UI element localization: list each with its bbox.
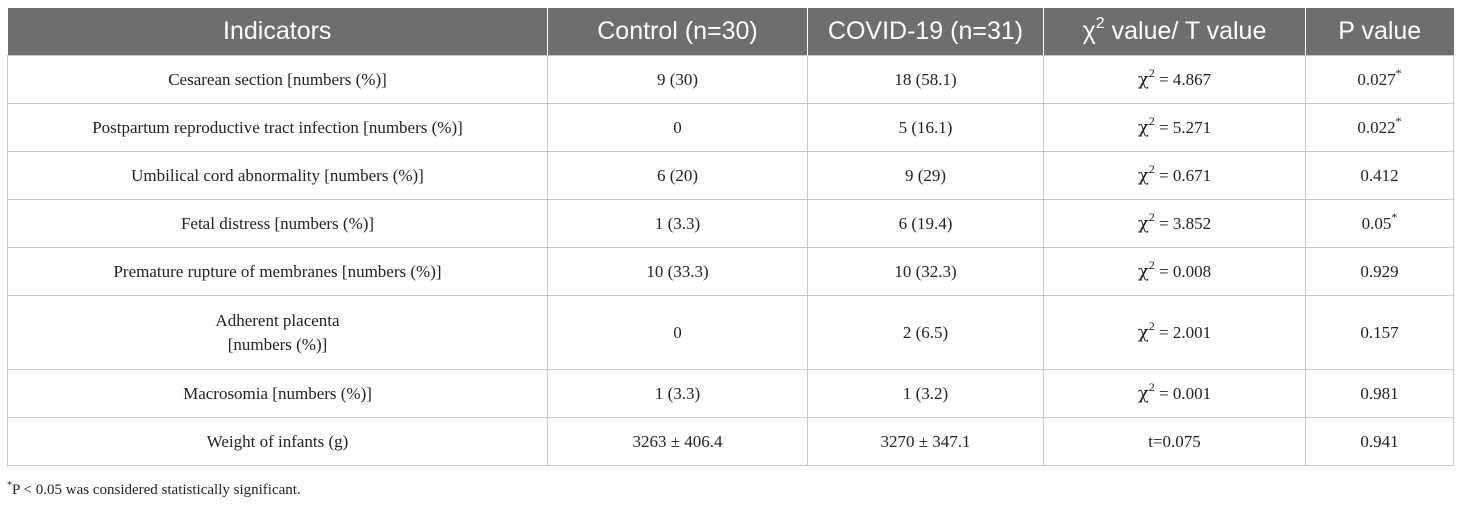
control-cell: 0: [547, 103, 808, 152]
chi-symbol: χ: [1137, 164, 1149, 186]
stat-cell: χ2 = 4.867: [1043, 55, 1306, 104]
covid-cell: 5 (16.1): [807, 103, 1044, 152]
indicator-cell: Umbilical cord abnormality [numbers (%)]: [7, 151, 548, 200]
stat-value: = 0.001: [1154, 383, 1212, 403]
indicator-cell: Postpartum reproductive tract infection …: [7, 103, 548, 152]
covid-cell: 9 (29): [807, 151, 1044, 200]
control-cell: 1 (3.3): [547, 199, 808, 248]
chi-symbol: χ: [1137, 321, 1149, 343]
p-cell: 0.412: [1305, 151, 1454, 200]
control-cell: 10 (33.3): [547, 247, 808, 296]
header-indicators: Indicators: [7, 8, 548, 56]
indicator-cell: Fetal distress [numbers (%)]: [7, 199, 548, 248]
header-stat-value: χ2 value/ T value: [1043, 8, 1306, 56]
stat-cell: χ2 = 2.001: [1043, 295, 1306, 370]
stat-cell: χ2 = 0.001: [1043, 369, 1306, 418]
covid-cell: 1 (3.2): [807, 369, 1044, 418]
p-cell: 0.981: [1305, 369, 1454, 418]
p-value: 0.022: [1357, 117, 1396, 137]
table-footnote: *P < 0.05 was considered statistically s…: [7, 480, 301, 499]
p-cell: 0.05*: [1305, 199, 1454, 248]
footnote-mark: *: [7, 480, 12, 491]
chi-sup: 2: [1148, 379, 1155, 394]
chi-symbol: χ: [1137, 116, 1149, 138]
p-cell: 0.941: [1305, 417, 1454, 466]
stat-cell: χ2 = 5.271: [1043, 103, 1306, 152]
stat-value: = 2.001: [1154, 322, 1212, 342]
control-cell: 9 (30): [547, 55, 808, 104]
results-table: Indicators Control (n=30) COVID-19 (n=31…: [7, 8, 1454, 466]
stat-value: = 4.867: [1154, 69, 1212, 89]
chi-symbol: χ: [1137, 382, 1149, 404]
chi-sup: 2: [1148, 318, 1155, 333]
control-cell: 0: [547, 295, 808, 370]
covid-cell: 6 (19.4): [807, 199, 1044, 248]
p-cell: 0.027*: [1305, 55, 1454, 104]
table-row: Cesarean section [numbers (%)] 9 (30) 18…: [7, 55, 1454, 104]
p-value: 0.05: [1361, 213, 1392, 233]
p-significance-mark: *: [1395, 113, 1402, 128]
table-row: Umbilical cord abnormality [numbers (%)]…: [7, 151, 1454, 200]
covid-cell: 3270 ± 347.1: [807, 417, 1044, 466]
stat-value: = 0.008: [1154, 261, 1212, 281]
header-chi-symbol: χ: [1082, 17, 1096, 45]
covid-cell: 10 (32.3): [807, 247, 1044, 296]
p-value: 0.929: [1360, 261, 1399, 281]
stat-cell: χ2 = 0.008: [1043, 247, 1306, 296]
footnote-text: P < 0.05 was considered statistically si…: [12, 482, 301, 498]
indicator-line-2: [numbers (%)]: [227, 334, 328, 354]
stat-cell: t=0.075: [1043, 417, 1306, 466]
table-row: Premature rupture of membranes [numbers …: [7, 247, 1454, 296]
indicator-cell: Cesarean section [numbers (%)]: [7, 55, 548, 104]
stat-value: = 5.271: [1154, 117, 1212, 137]
chi-symbol: χ: [1137, 260, 1149, 282]
indicator-line-1: Adherent placenta: [215, 310, 340, 330]
p-value: 0.412: [1360, 165, 1399, 185]
chi-sup: 2: [1148, 161, 1155, 176]
header-covid: COVID-19 (n=31): [807, 8, 1044, 56]
p-cell: 0.157: [1305, 295, 1454, 370]
p-significance-mark: *: [1391, 209, 1398, 224]
table-row: Postpartum reproductive tract infection …: [7, 103, 1454, 152]
covid-cell: 2 (6.5): [807, 295, 1044, 370]
chi-sup: 2: [1148, 209, 1155, 224]
chi-symbol: χ: [1137, 68, 1149, 90]
chi-sup: 2: [1148, 113, 1155, 128]
stat-value: = 0.671: [1154, 165, 1212, 185]
table-row: Macrosomia [numbers (%)] 1 (3.3) 1 (3.2)…: [7, 369, 1454, 418]
p-value: 0.027: [1357, 69, 1396, 89]
chi-sup: 2: [1148, 65, 1155, 80]
table-row: Fetal distress [numbers (%)] 1 (3.3) 6 (…: [7, 199, 1454, 248]
indicator-cell: Weight of infants (g): [7, 417, 548, 466]
stat-cell: χ2 = 0.671: [1043, 151, 1306, 200]
control-cell: 6 (20): [547, 151, 808, 200]
table-row: Weight of infants (g) 3263 ± 406.4 3270 …: [7, 417, 1454, 466]
p-significance-mark: *: [1395, 65, 1402, 80]
table-header-row: Indicators Control (n=30) COVID-19 (n=31…: [7, 8, 1454, 56]
chi-sup: 2: [1148, 257, 1155, 272]
p-value: 0.941: [1360, 431, 1399, 451]
indicator-cell: Macrosomia [numbers (%)]: [7, 369, 548, 418]
p-cell: 0.022*: [1305, 103, 1454, 152]
stat-cell: χ2 = 3.852: [1043, 199, 1306, 248]
chi-symbol: χ: [1137, 212, 1149, 234]
covid-cell: 18 (58.1): [807, 55, 1044, 104]
stat-value: = 3.852: [1154, 213, 1212, 233]
control-cell: 3263 ± 406.4: [547, 417, 808, 466]
header-p-value: P value: [1305, 8, 1454, 56]
p-value: 0.157: [1360, 322, 1399, 342]
indicator-cell: Adherent placenta [numbers (%)]: [7, 295, 548, 370]
header-control: Control (n=30): [547, 8, 808, 56]
control-cell: 1 (3.3): [547, 369, 808, 418]
p-cell: 0.929: [1305, 247, 1454, 296]
header-chi-sup: 2: [1095, 14, 1105, 32]
results-table-container: Indicators Control (n=30) COVID-19 (n=31…: [7, 8, 1454, 466]
p-value: 0.981: [1360, 383, 1399, 403]
header-stat-label: value/ T value: [1104, 17, 1267, 45]
table-row: Adherent placenta [numbers (%)] 0 2 (6.5)…: [7, 295, 1454, 370]
indicator-cell: Premature rupture of membranes [numbers …: [7, 247, 548, 296]
